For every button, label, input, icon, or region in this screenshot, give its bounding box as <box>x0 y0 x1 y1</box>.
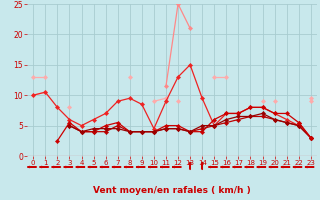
X-axis label: Vent moyen/en rafales ( km/h ): Vent moyen/en rafales ( km/h ) <box>93 186 251 195</box>
